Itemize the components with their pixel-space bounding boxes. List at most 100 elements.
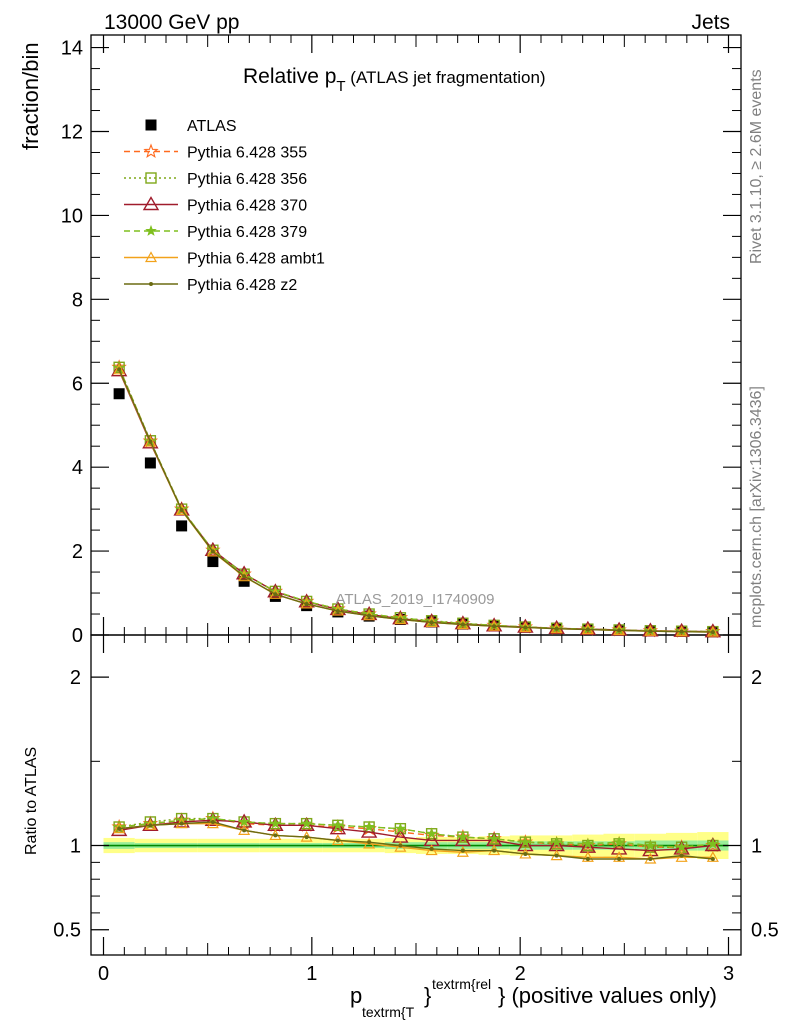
plot-title: Relative pT (ATLAS jet fragmentation) — [243, 65, 546, 95]
data-point-p379 — [457, 831, 469, 843]
data-point-p370 — [454, 832, 472, 847]
legend-label-data: ATLAS — [187, 118, 237, 135]
data-point-p379 — [613, 836, 625, 848]
ratio-series-group — [110, 810, 722, 864]
data-point-p379 — [488, 832, 500, 844]
data-point-z2 — [710, 857, 715, 861]
legend-label-p379: Pythia 6.428 379 — [187, 224, 307, 241]
data-point-z2 — [179, 821, 184, 826]
ratio-ytick-label: 1 — [70, 836, 81, 858]
data-point-p379 — [550, 836, 563, 848]
data-point-z2 — [585, 627, 590, 632]
main-ytick-label: 2 — [72, 541, 83, 563]
header-right: Jets — [691, 11, 730, 34]
data-point-p379 — [269, 817, 282, 829]
title-rest: (ATLAS jet fragmentation) — [346, 68, 546, 87]
data-point-ambt1 — [613, 851, 626, 862]
xlabel-subscript: textrm{T — [362, 1004, 415, 1020]
data-point-z2 — [335, 838, 340, 843]
data-point-z2 — [492, 848, 497, 853]
xlabel-superscript: textrm{rel — [432, 976, 491, 992]
data-point-ambt1 — [238, 570, 251, 582]
data-point-p379 — [238, 815, 250, 827]
data-point-z2 — [242, 828, 247, 833]
legend-marker-p379 — [145, 224, 157, 236]
data-point-z2 — [460, 622, 465, 627]
data-point-z2 — [242, 574, 247, 579]
data-point-z2 — [273, 592, 278, 597]
xtick-label: 1 — [306, 963, 317, 985]
data-point-ambt1 — [456, 846, 469, 857]
data-point-z2 — [210, 819, 215, 824]
ratio-uncertainty-bands — [103, 832, 729, 859]
xlabel-p: p — [350, 983, 362, 1008]
data-point-p370 — [610, 840, 628, 855]
data-point-ambt1 — [394, 840, 407, 852]
data-point-ambt1 — [113, 363, 126, 375]
data-point-z2 — [367, 613, 372, 618]
series-line-z2 — [119, 821, 713, 860]
ratio-ytick-label-right: 2 — [751, 667, 762, 689]
ratio-ytick-label-right: 1 — [751, 836, 762, 858]
series-ambt1 — [113, 817, 719, 864]
legend-marker-ambt1 — [144, 251, 158, 263]
data-point-p370 — [110, 362, 128, 377]
data-point-z2 — [429, 620, 434, 625]
title-subscript: T — [336, 78, 345, 95]
data-point-p370 — [142, 816, 159, 832]
data-point-ambt1 — [363, 837, 376, 849]
legend-marker-p355 — [143, 143, 159, 159]
data-point-z2 — [210, 549, 215, 554]
data-point-p379 — [519, 836, 532, 848]
main-ytick-label: 6 — [72, 373, 83, 395]
data-point-z2 — [523, 625, 528, 630]
xtick-label: 0 — [98, 963, 109, 985]
data-point-z2 — [335, 609, 340, 614]
data-point-data — [176, 520, 188, 532]
series-p379 — [113, 812, 719, 853]
data-point-data — [207, 556, 219, 568]
main-series-group — [110, 359, 722, 639]
legend-marker-p356 — [145, 172, 157, 184]
data-point-p379 — [425, 827, 438, 839]
legend-marker-z2 — [149, 282, 153, 286]
data-point-z2 — [398, 843, 403, 848]
main-ytick-label: 10 — [61, 205, 83, 227]
data-point-p370 — [329, 820, 347, 835]
main-ytick-label: 12 — [61, 122, 83, 144]
data-point-z2 — [679, 853, 684, 858]
data-point-z2 — [179, 507, 184, 512]
data-point-p379 — [363, 820, 375, 832]
main-ytick-label: 14 — [61, 38, 83, 60]
ratio-ylabel: Ratio to ATLAS — [23, 747, 40, 855]
legend-marker-p370 — [142, 196, 160, 211]
data-point-z2 — [648, 629, 653, 634]
data-point-z2 — [367, 840, 372, 845]
data-point-z2 — [617, 628, 622, 633]
series-z2 — [117, 367, 715, 635]
data-point-z2 — [398, 617, 403, 622]
legend-label-p356: Pythia 6.428 356 — [187, 171, 307, 188]
side-label-rivet: Rivet 3.1.10, ≥ 2.6M events — [748, 69, 765, 264]
series-z2 — [117, 819, 715, 861]
data-point-z2 — [554, 626, 559, 631]
data-point-ambt1 — [425, 844, 438, 856]
data-point-ambt1 — [175, 504, 188, 515]
data-point-data — [238, 575, 250, 587]
data-point-p370 — [173, 813, 190, 828]
data-point-z2 — [617, 857, 622, 861]
main-ytick-label: 8 — [72, 289, 83, 311]
data-point-z2 — [585, 857, 590, 861]
data-point-p379 — [394, 822, 407, 834]
xtick-label: 2 — [515, 963, 526, 985]
data-point-ambt1 — [206, 545, 219, 557]
xlabel-brace-1: } — [424, 983, 431, 1008]
ratio-ytick-label: 2 — [70, 667, 81, 689]
data-point-ambt1 — [144, 435, 157, 447]
data-point-data — [144, 457, 156, 469]
data-point-p370 — [360, 823, 378, 838]
data-point-p370 — [642, 842, 659, 857]
main-ytick-label: 4 — [72, 457, 83, 479]
data-point-z2 — [304, 601, 309, 606]
